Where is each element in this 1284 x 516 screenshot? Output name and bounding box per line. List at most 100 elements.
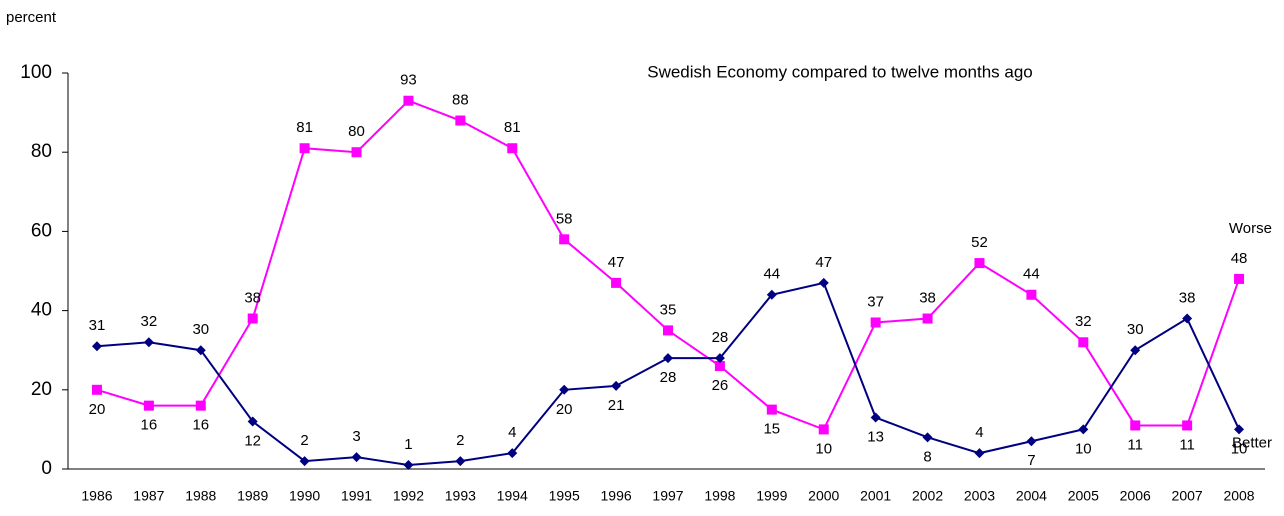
data-label: 38 xyxy=(1179,289,1196,306)
data-label: 4 xyxy=(975,424,983,441)
data-label: 11 xyxy=(1127,436,1143,453)
data-label: 26 xyxy=(712,377,729,394)
marker xyxy=(351,147,362,158)
marker xyxy=(714,353,725,364)
data-label: 31 xyxy=(89,317,106,334)
marker xyxy=(922,313,933,324)
marker xyxy=(974,448,985,459)
marker xyxy=(1182,313,1193,324)
data-label: 47 xyxy=(608,254,625,271)
y-axis-label: percent xyxy=(6,9,57,26)
marker xyxy=(922,432,933,443)
marker xyxy=(195,345,206,356)
marker xyxy=(91,341,102,352)
data-label: 32 xyxy=(1075,313,1092,330)
data-label: 2 xyxy=(300,432,308,449)
marker xyxy=(1026,436,1037,447)
y-tick-label: 100 xyxy=(20,62,52,83)
data-label: 10 xyxy=(1231,440,1248,457)
marker xyxy=(1130,345,1141,356)
data-label: 2 xyxy=(456,432,464,449)
data-label: 44 xyxy=(1023,266,1040,283)
marker xyxy=(611,380,622,391)
x-tick-label: 1988 xyxy=(185,488,216,504)
marker xyxy=(870,317,881,328)
data-label: 47 xyxy=(815,254,832,271)
marker xyxy=(1026,289,1037,300)
data-label: 48 xyxy=(1231,250,1248,267)
marker xyxy=(91,384,102,395)
marker xyxy=(403,460,414,471)
marker xyxy=(663,325,673,336)
marker xyxy=(403,95,414,106)
data-label: 81 xyxy=(504,119,521,136)
marker xyxy=(195,400,206,411)
marker xyxy=(299,456,310,467)
x-tick-label: 2000 xyxy=(808,488,839,504)
x-tick-label: 1991 xyxy=(341,488,372,504)
x-tick-label: 2003 xyxy=(964,488,995,504)
marker xyxy=(351,452,362,463)
marker xyxy=(143,337,154,348)
data-label: 15 xyxy=(763,421,780,438)
x-tick-label: 2002 xyxy=(912,488,943,504)
y-tick-label: 60 xyxy=(31,220,52,241)
data-label: 28 xyxy=(712,329,729,346)
series-name: Worse xyxy=(1229,220,1272,237)
x-tick-label: 2005 xyxy=(1068,488,1099,504)
marker xyxy=(974,258,985,269)
data-label: 37 xyxy=(867,293,884,310)
marker xyxy=(1234,424,1245,435)
x-tick-label: 1997 xyxy=(652,488,683,504)
x-tick-label: 1994 xyxy=(497,488,528,504)
data-label: 12 xyxy=(244,432,261,449)
x-tick-label: 1992 xyxy=(393,488,424,504)
data-label: 38 xyxy=(919,289,936,306)
data-label: 38 xyxy=(244,289,261,306)
data-label: 30 xyxy=(1127,321,1144,338)
data-label: 28 xyxy=(660,369,677,386)
y-tick-label: 0 xyxy=(41,458,52,479)
x-tick-label: 2007 xyxy=(1172,488,1203,504)
marker xyxy=(1182,420,1193,431)
x-tick-label: 2004 xyxy=(1016,488,1047,504)
marker xyxy=(766,289,777,300)
marker xyxy=(818,277,829,288)
data-label: 21 xyxy=(608,397,625,414)
x-tick-label: 1989 xyxy=(237,488,268,504)
data-label: 30 xyxy=(192,321,209,338)
data-label: 88 xyxy=(452,91,469,108)
marker xyxy=(1078,337,1089,348)
marker xyxy=(143,400,154,411)
x-tick-label: 2008 xyxy=(1223,488,1254,504)
x-tick-label: 1990 xyxy=(289,488,320,504)
marker xyxy=(455,115,466,126)
data-label: 10 xyxy=(1075,440,1092,457)
data-label: 4 xyxy=(508,424,516,441)
data-label: 10 xyxy=(815,440,832,457)
x-tick-label: 1995 xyxy=(549,488,580,504)
marker xyxy=(247,416,258,427)
data-label: 7 xyxy=(1027,452,1035,469)
marker xyxy=(766,404,777,415)
marker xyxy=(818,424,829,435)
x-tick-label: 1986 xyxy=(81,488,112,504)
data-label: 8 xyxy=(923,448,931,465)
chart-title: Swedish Economy compared to twelve month… xyxy=(647,62,1033,81)
x-tick-label: 1987 xyxy=(133,488,164,504)
x-tick-label: 1996 xyxy=(601,488,632,504)
x-tick-label: 2006 xyxy=(1120,488,1151,504)
marker xyxy=(663,353,673,364)
x-tick-label: 1993 xyxy=(445,488,476,504)
data-label: 32 xyxy=(141,313,158,330)
data-label: 44 xyxy=(763,266,780,283)
data-label: 13 xyxy=(867,428,884,445)
series-name: Better xyxy=(1232,434,1272,451)
x-tick-label: 1998 xyxy=(704,488,735,504)
marker xyxy=(507,448,518,459)
data-label: 81 xyxy=(296,119,313,136)
data-label: 58 xyxy=(556,210,573,227)
marker xyxy=(1078,424,1089,435)
data-label: 20 xyxy=(556,401,573,418)
